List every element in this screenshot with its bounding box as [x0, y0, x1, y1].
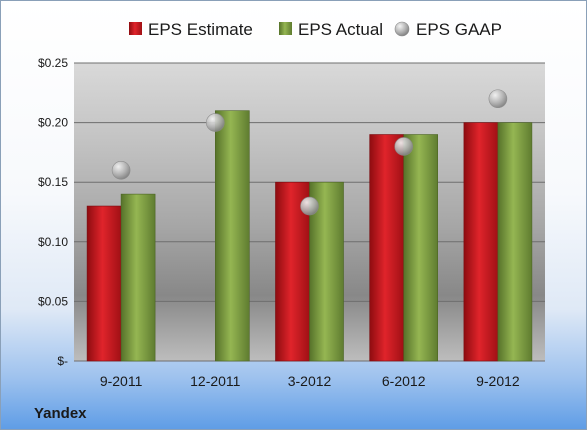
point-eps-gaap — [206, 113, 225, 132]
x-category-label: 3-2012 — [288, 373, 332, 389]
bar-eps-actual — [497, 122, 533, 362]
y-tick-label: $0.10 — [38, 235, 68, 249]
point-eps-gaap — [111, 160, 131, 180]
legend-label-estimate: EPS Estimate — [148, 20, 253, 39]
gaap-points — [111, 89, 508, 216]
bars — [86, 110, 533, 362]
y-tick-label: $0.05 — [38, 294, 68, 308]
legend-swatch-actual — [279, 22, 292, 35]
bar-eps-estimate — [86, 205, 122, 362]
y-tick-label: $0.20 — [38, 116, 68, 130]
legend-swatch-estimate — [129, 22, 142, 35]
x-category-label: 12-2011 — [190, 373, 241, 389]
y-tick-label: $- — [57, 354, 68, 368]
legend-marker-gaap — [394, 21, 410, 37]
y-axis-ticks: $- $0.05 $0.10 $0.15 $0.20 $0.25 — [38, 56, 68, 368]
bar-eps-actual — [120, 193, 156, 362]
bar-eps-estimate — [463, 122, 499, 362]
bar-eps-actual — [403, 134, 439, 362]
x-category-label: 9-2011 — [100, 373, 143, 389]
x-category-label: 6-2012 — [382, 373, 426, 389]
x-axis-categories: 9-2011 12-2011 3-2012 6-2012 9-2012 — [100, 373, 520, 389]
bar-eps-actual — [215, 110, 250, 362]
point-eps-gaap — [394, 137, 414, 156]
legend-label-actual: EPS Actual — [298, 20, 383, 39]
legend-label-gaap: EPS GAAP — [416, 20, 502, 39]
legend: EPS Estimate EPS Actual EPS GAAP — [129, 20, 502, 39]
point-eps-gaap — [300, 196, 319, 216]
y-tick-label: $0.15 — [38, 175, 68, 189]
bar-eps-estimate — [369, 134, 405, 362]
x-category-label: 9-2012 — [476, 373, 520, 389]
point-eps-gaap — [488, 89, 508, 109]
company-name: Yandex — [34, 405, 87, 422]
y-tick-label: $0.25 — [38, 56, 68, 70]
